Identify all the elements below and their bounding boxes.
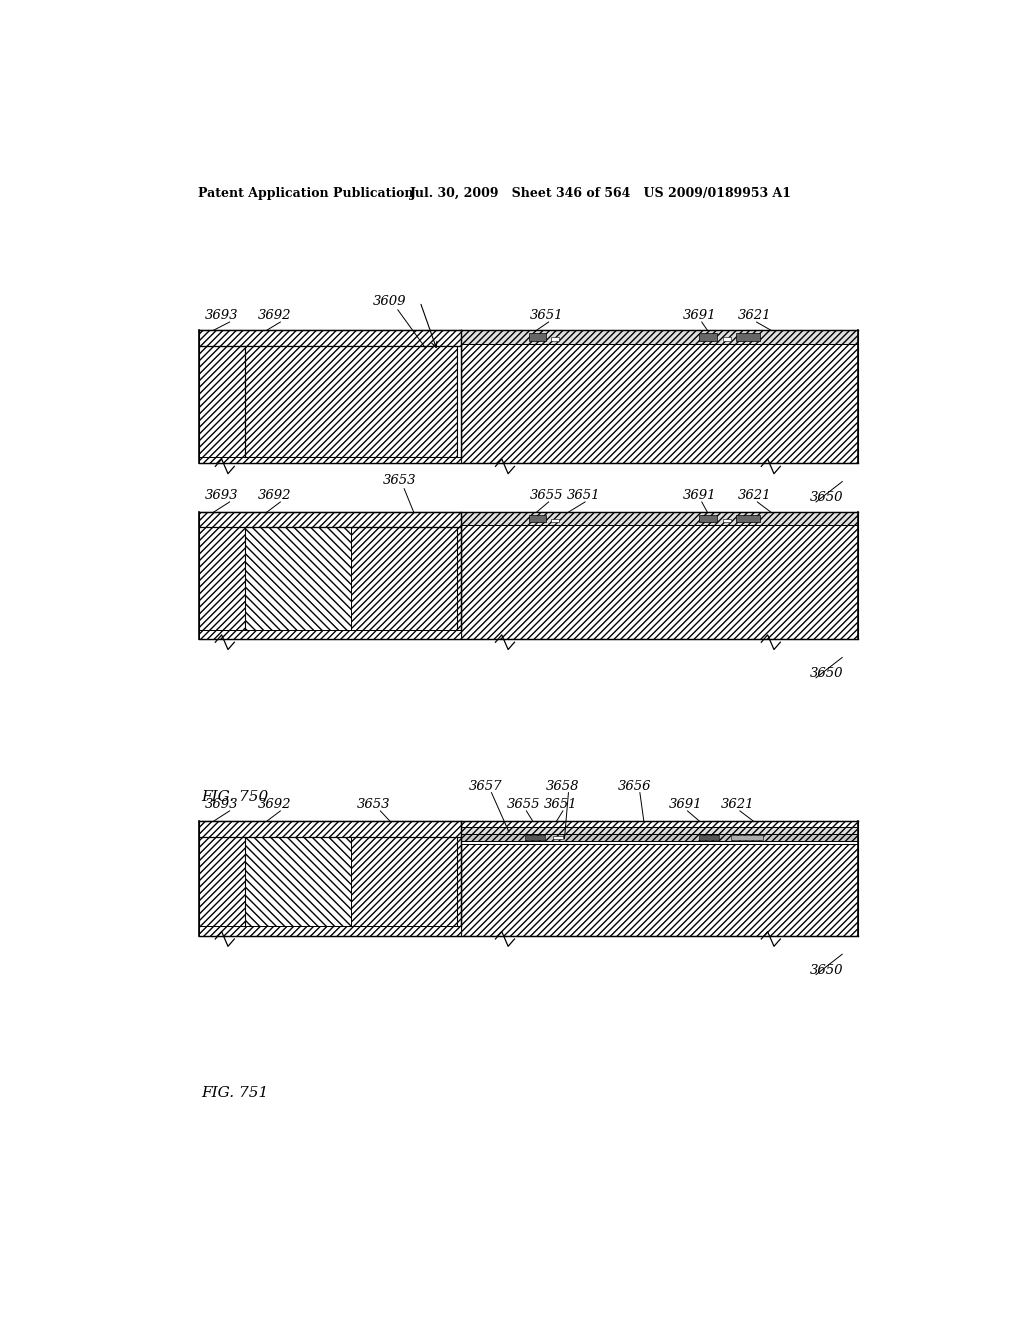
Bar xyxy=(528,333,546,341)
Text: 3651: 3651 xyxy=(544,797,578,810)
Text: 3657: 3657 xyxy=(468,780,502,792)
Bar xyxy=(200,821,461,936)
Text: 3692: 3692 xyxy=(258,797,292,810)
Text: 3650: 3650 xyxy=(810,667,843,680)
Text: 3658: 3658 xyxy=(546,780,580,792)
Text: 3609: 3609 xyxy=(373,294,407,308)
Text: FIG. 750: FIG. 750 xyxy=(201,789,268,804)
Bar xyxy=(200,457,461,463)
Bar xyxy=(699,515,717,523)
Text: 3653: 3653 xyxy=(357,797,391,810)
Bar xyxy=(461,512,858,639)
Bar xyxy=(246,528,351,630)
Text: 3691: 3691 xyxy=(683,309,716,322)
Bar xyxy=(699,836,719,840)
Bar xyxy=(200,630,461,639)
Text: 3692: 3692 xyxy=(258,309,292,322)
Bar xyxy=(200,512,461,528)
Text: 3651: 3651 xyxy=(566,488,600,502)
Bar xyxy=(723,519,731,523)
Text: 3692: 3692 xyxy=(258,488,292,502)
Text: 3650: 3650 xyxy=(810,491,843,504)
Text: FIG. 751: FIG. 751 xyxy=(201,1086,268,1101)
Bar xyxy=(461,821,858,936)
Bar xyxy=(551,337,559,341)
Text: 3621: 3621 xyxy=(738,309,772,322)
Bar xyxy=(528,515,546,523)
Bar xyxy=(200,925,461,936)
Text: 3693: 3693 xyxy=(205,309,239,322)
Bar xyxy=(553,836,563,838)
Text: 3650: 3650 xyxy=(810,964,843,977)
Text: 3656: 3656 xyxy=(617,780,651,792)
Bar xyxy=(461,841,858,845)
Text: 3621: 3621 xyxy=(721,797,755,810)
Text: 3655: 3655 xyxy=(530,488,564,502)
Bar xyxy=(246,837,351,925)
Bar xyxy=(461,834,858,841)
Bar xyxy=(351,528,458,630)
Bar xyxy=(461,512,858,525)
Bar xyxy=(699,333,717,341)
Text: 3693: 3693 xyxy=(205,797,239,810)
Bar xyxy=(458,346,461,457)
Bar xyxy=(351,837,458,925)
Bar xyxy=(731,836,763,840)
Text: 3621: 3621 xyxy=(738,488,772,502)
Text: Jul. 30, 2009   Sheet 346 of 564   US 2009/0189953 A1: Jul. 30, 2009 Sheet 346 of 564 US 2009/0… xyxy=(410,187,792,201)
Bar xyxy=(200,821,461,837)
Bar xyxy=(200,330,461,346)
Bar xyxy=(461,330,858,463)
Bar xyxy=(200,330,461,463)
Bar xyxy=(200,512,461,639)
Text: 3655: 3655 xyxy=(507,797,540,810)
Text: 3651: 3651 xyxy=(530,309,564,322)
Text: 3653: 3653 xyxy=(383,474,416,487)
Bar xyxy=(524,836,545,840)
Bar xyxy=(246,346,458,457)
Bar xyxy=(461,330,858,343)
Text: FIG. 749: FIG. 749 xyxy=(201,512,268,527)
Bar xyxy=(461,828,858,834)
Text: 3693: 3693 xyxy=(205,488,239,502)
Text: 3691: 3691 xyxy=(683,488,716,502)
Bar xyxy=(736,515,760,523)
Bar xyxy=(551,519,559,523)
Text: Patent Application Publication: Patent Application Publication xyxy=(198,187,414,201)
Bar xyxy=(736,333,760,341)
Bar xyxy=(723,337,731,341)
Text: 3691: 3691 xyxy=(669,797,701,810)
